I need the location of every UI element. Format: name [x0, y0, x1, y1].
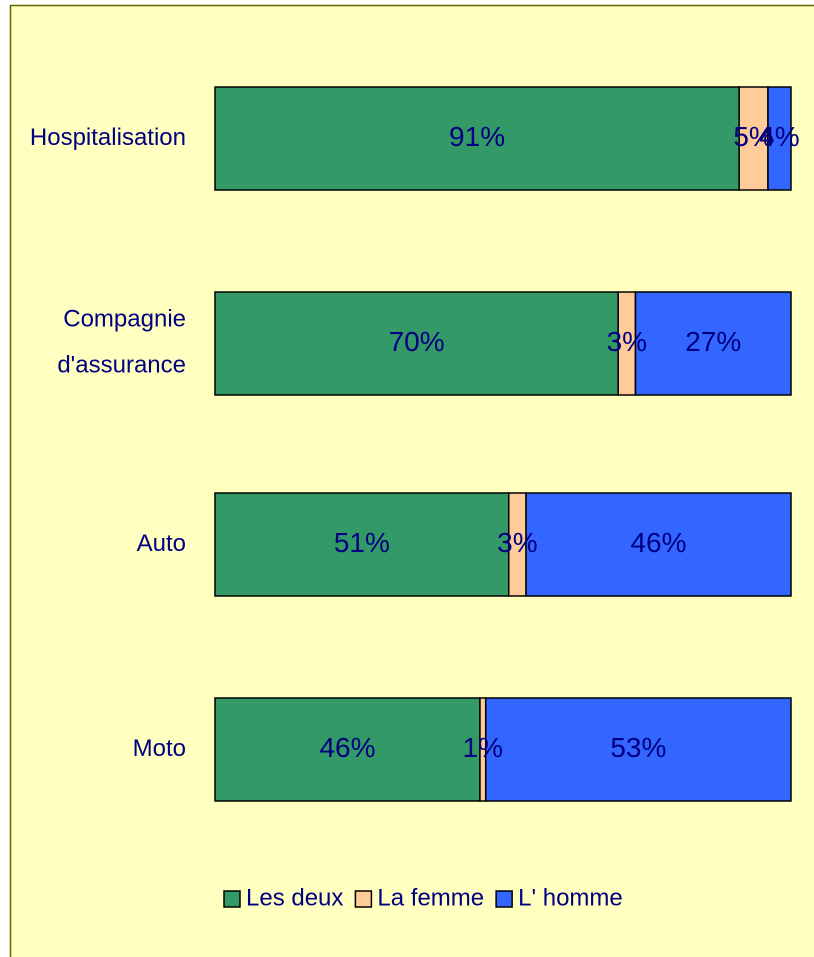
category-label: Auto: [137, 530, 186, 557]
bar-segment: [525, 492, 792, 597]
legend-swatch: [495, 890, 513, 908]
data-label: 5%: [733, 121, 773, 152]
category-label: Compagnie d'assurance: [57, 306, 186, 379]
legend-label: Les deux: [246, 884, 343, 911]
data-label: 27%: [685, 326, 741, 357]
category-label: Moto: [133, 735, 186, 762]
bar-segment: [634, 291, 792, 396]
bar-segment: [767, 86, 792, 191]
data-label: 51%: [334, 527, 390, 558]
bar-segment: [214, 697, 481, 802]
legend-label: La femme: [377, 884, 484, 911]
category-label: Hospitalisation: [30, 124, 186, 151]
data-label: 3%: [497, 527, 537, 558]
bar-segment: [214, 492, 510, 597]
data-label: 53%: [610, 732, 666, 763]
data-label: 46%: [630, 527, 686, 558]
bar-segment: [484, 697, 792, 802]
bar-segment: [214, 291, 619, 396]
legend-swatch: [354, 890, 373, 908]
data-label: 91%: [449, 121, 505, 152]
data-label: 3%: [607, 326, 647, 357]
bar-segment: [738, 86, 769, 191]
legend-swatch: [223, 890, 241, 908]
legend-label: L' homme: [518, 884, 623, 911]
bar-segment: [214, 86, 740, 191]
data-label: 46%: [319, 732, 375, 763]
data-label: 70%: [389, 326, 445, 357]
data-label: 1%: [463, 732, 503, 763]
data-label: 4%: [759, 121, 799, 152]
